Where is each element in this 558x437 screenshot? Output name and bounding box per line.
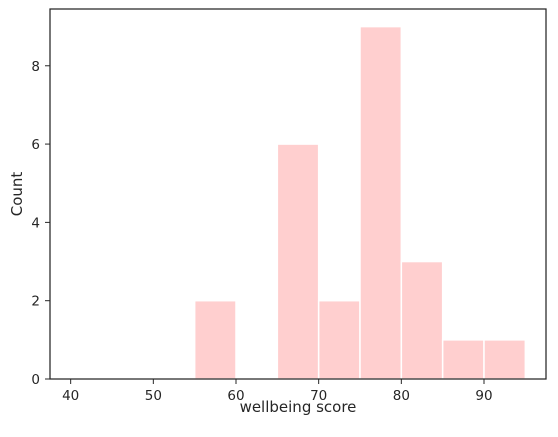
x-tick-label: 40 xyxy=(62,388,79,404)
y-axis-label: Count xyxy=(8,172,26,217)
y-tick-label: 2 xyxy=(31,294,40,310)
histogram-bar-85-90 xyxy=(441,339,485,380)
histogram-bar-65-70 xyxy=(276,143,320,380)
x-axis-ticks: 40 50 60 70 80 90 xyxy=(62,379,493,404)
histogram-bar-80-85 xyxy=(400,260,444,380)
x-tick-label: 50 xyxy=(145,388,162,404)
x-tick-label: 70 xyxy=(310,388,327,404)
y-tick-label: 6 xyxy=(31,137,40,153)
y-tick-label: 8 xyxy=(31,59,40,75)
x-tick-label: 80 xyxy=(393,388,410,404)
y-tick-label: 4 xyxy=(31,215,40,231)
x-tick-label: 60 xyxy=(227,388,244,404)
histogram-bar-75-80 xyxy=(359,25,403,380)
bars-group xyxy=(193,25,527,380)
histogram-bar-55-60 xyxy=(193,299,237,380)
y-axis-ticks: 0 2 4 6 8 xyxy=(31,59,50,388)
x-tick-label: 90 xyxy=(475,388,492,404)
histogram-bar-90-95 xyxy=(483,339,527,380)
y-tick-label: 0 xyxy=(31,372,40,388)
histogram-bar-70-75 xyxy=(317,299,361,380)
x-axis-label: wellbeing score xyxy=(240,398,357,416)
plot-frame xyxy=(49,8,547,380)
